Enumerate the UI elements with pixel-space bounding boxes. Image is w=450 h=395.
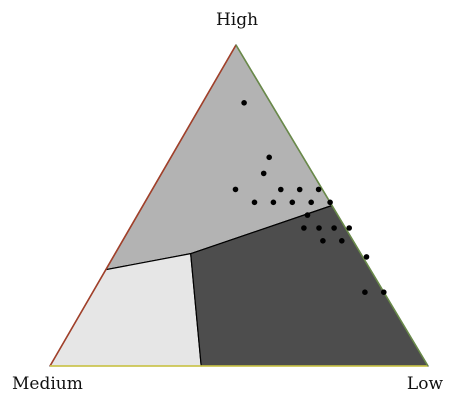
data-point-21 bbox=[362, 289, 368, 296]
data-point-9 bbox=[270, 199, 277, 206]
data-point-10 bbox=[289, 199, 296, 206]
edge-high-medium bbox=[49, 44, 237, 367]
data-point-20 bbox=[363, 254, 370, 260]
data-point-5 bbox=[278, 186, 284, 193]
data-point-12 bbox=[327, 199, 333, 206]
point-layer bbox=[232, 100, 387, 296]
edge-low-high bbox=[235, 44, 429, 367]
vertex-label-medium: Medium bbox=[12, 374, 83, 394]
data-point-18 bbox=[320, 238, 326, 244]
data-point-4 bbox=[232, 186, 239, 193]
data-point-7 bbox=[315, 186, 322, 193]
data-point-3 bbox=[260, 170, 267, 177]
triangle-edges bbox=[49, 44, 429, 367]
data-point-17 bbox=[346, 225, 353, 231]
region-layer bbox=[49, 44, 429, 367]
data-point-6 bbox=[296, 186, 303, 193]
region-2 bbox=[49, 253, 202, 367]
data-point-13 bbox=[304, 212, 311, 218]
data-point-1 bbox=[241, 100, 247, 106]
data-point-19 bbox=[339, 238, 345, 244]
data-point-2 bbox=[266, 154, 273, 161]
vertex-label-low: Low bbox=[407, 374, 444, 394]
data-point-14 bbox=[301, 225, 307, 231]
vertex-label-high: High bbox=[216, 10, 258, 30]
data-point-11 bbox=[308, 199, 315, 206]
data-point-22 bbox=[381, 289, 387, 296]
data-point-15 bbox=[316, 225, 322, 231]
data-point-16 bbox=[331, 225, 337, 231]
data-point-8 bbox=[251, 199, 258, 206]
